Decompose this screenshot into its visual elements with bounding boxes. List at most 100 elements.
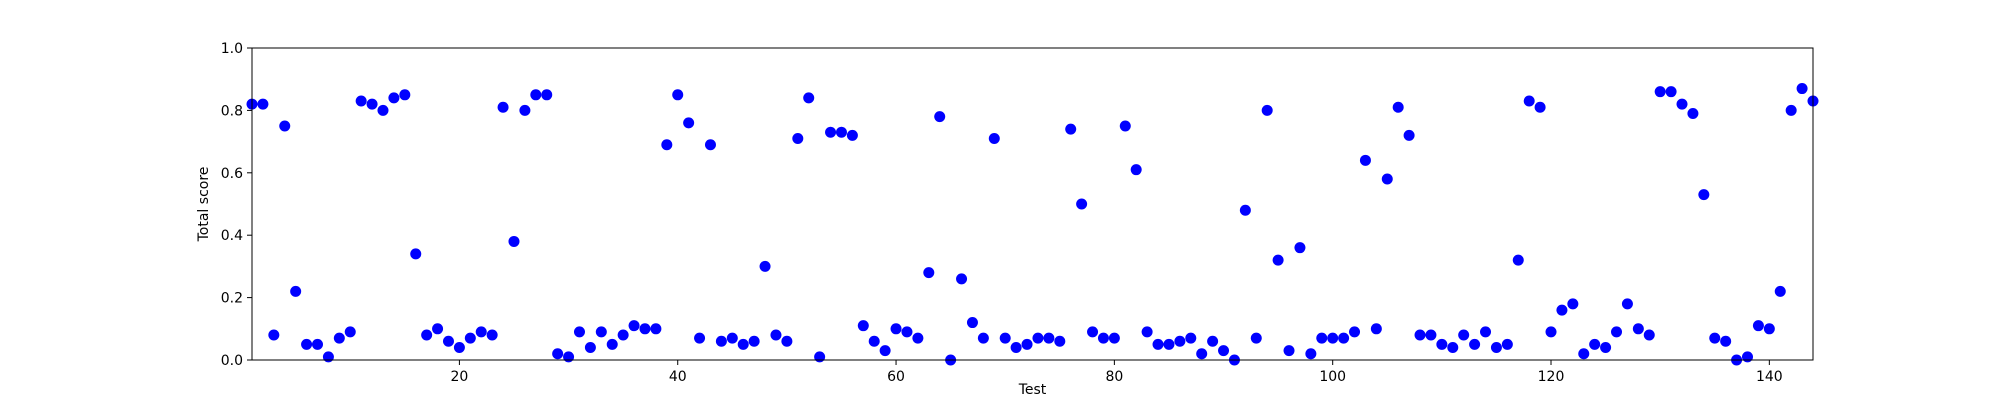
data-point bbox=[792, 132, 804, 144]
data-point bbox=[1556, 304, 1568, 316]
data-point bbox=[388, 92, 400, 104]
data-point bbox=[1130, 164, 1142, 176]
data-point bbox=[683, 117, 695, 129]
data-point bbox=[715, 335, 727, 347]
data-point bbox=[1054, 335, 1066, 347]
data-point bbox=[595, 326, 607, 338]
data-point bbox=[410, 248, 422, 260]
data-point bbox=[333, 332, 345, 344]
data-point bbox=[1512, 254, 1524, 266]
data-point bbox=[344, 326, 356, 338]
data-point bbox=[803, 92, 815, 104]
data-points bbox=[246, 83, 1819, 366]
data-point bbox=[257, 98, 269, 110]
data-point bbox=[1490, 342, 1502, 354]
data-point bbox=[290, 285, 302, 297]
data-point bbox=[1316, 332, 1328, 344]
data-point bbox=[1141, 326, 1153, 338]
plot-frame bbox=[251, 47, 1814, 361]
x-tick-label: 80 bbox=[1105, 369, 1123, 385]
data-point bbox=[355, 95, 367, 107]
data-point bbox=[1239, 204, 1251, 216]
data-point bbox=[1087, 326, 1099, 338]
data-point bbox=[311, 338, 323, 350]
data-point bbox=[934, 111, 946, 123]
data-point bbox=[672, 89, 684, 101]
data-point bbox=[1621, 298, 1633, 310]
data-point bbox=[814, 351, 826, 363]
data-point bbox=[1785, 104, 1797, 116]
data-point bbox=[497, 101, 509, 113]
data-point bbox=[606, 338, 618, 350]
data-point bbox=[1010, 342, 1022, 354]
data-point bbox=[901, 326, 913, 338]
data-point bbox=[1654, 86, 1666, 98]
data-point bbox=[1272, 254, 1284, 266]
data-point bbox=[1480, 326, 1492, 338]
data-point bbox=[1283, 345, 1295, 357]
data-point bbox=[1796, 83, 1808, 95]
data-point bbox=[399, 89, 411, 101]
data-point bbox=[977, 332, 989, 344]
data-point bbox=[1676, 98, 1688, 110]
data-point bbox=[1250, 332, 1262, 344]
x-axis-label: Test bbox=[1018, 382, 1047, 398]
data-point bbox=[759, 260, 771, 272]
data-point bbox=[421, 329, 433, 341]
data-point bbox=[1305, 348, 1317, 360]
data-point bbox=[1414, 329, 1426, 341]
data-point bbox=[1152, 338, 1164, 350]
data-point bbox=[628, 320, 640, 332]
y-tick-label: 0.0 bbox=[221, 353, 243, 369]
data-point bbox=[694, 332, 706, 344]
data-point bbox=[825, 126, 837, 138]
data-point bbox=[770, 329, 782, 341]
data-point bbox=[1698, 189, 1710, 201]
data-point bbox=[1643, 329, 1655, 341]
data-point bbox=[1742, 351, 1754, 363]
data-point bbox=[1119, 120, 1131, 132]
x-tick-label: 20 bbox=[450, 369, 468, 385]
x-tick-label: 140 bbox=[1756, 369, 1783, 385]
data-point bbox=[650, 323, 662, 335]
data-point bbox=[1589, 338, 1601, 350]
data-point bbox=[1065, 123, 1077, 135]
x-tick-label: 120 bbox=[1538, 369, 1565, 385]
data-point bbox=[879, 345, 891, 357]
data-point bbox=[453, 342, 465, 354]
data-point bbox=[1021, 338, 1033, 350]
data-point bbox=[1359, 154, 1371, 166]
data-point bbox=[1545, 326, 1557, 338]
data-point bbox=[704, 139, 716, 151]
data-point bbox=[573, 326, 585, 338]
data-point bbox=[1392, 101, 1404, 113]
data-point bbox=[1665, 86, 1677, 98]
data-point bbox=[1436, 338, 1448, 350]
data-point bbox=[617, 329, 629, 341]
data-point bbox=[1578, 348, 1590, 360]
data-point bbox=[486, 329, 498, 341]
data-point bbox=[1032, 332, 1044, 344]
data-point bbox=[1425, 329, 1437, 341]
data-point bbox=[1534, 101, 1546, 113]
data-point bbox=[1043, 332, 1055, 344]
data-point bbox=[1447, 342, 1459, 354]
data-point bbox=[1523, 95, 1535, 107]
data-point bbox=[737, 338, 749, 350]
data-point bbox=[1632, 323, 1644, 335]
data-point bbox=[1174, 335, 1186, 347]
data-point bbox=[890, 323, 902, 335]
data-point bbox=[268, 329, 280, 341]
data-point bbox=[1327, 332, 1339, 344]
data-point bbox=[1207, 335, 1219, 347]
data-point bbox=[442, 335, 454, 347]
x-tick-label: 100 bbox=[1319, 369, 1346, 385]
y-tick-label: 0.6 bbox=[221, 166, 243, 182]
data-point bbox=[1163, 338, 1175, 350]
data-point bbox=[835, 126, 847, 138]
data-point bbox=[1720, 335, 1732, 347]
data-point bbox=[1763, 323, 1775, 335]
data-point bbox=[923, 267, 935, 279]
data-point bbox=[552, 348, 564, 360]
